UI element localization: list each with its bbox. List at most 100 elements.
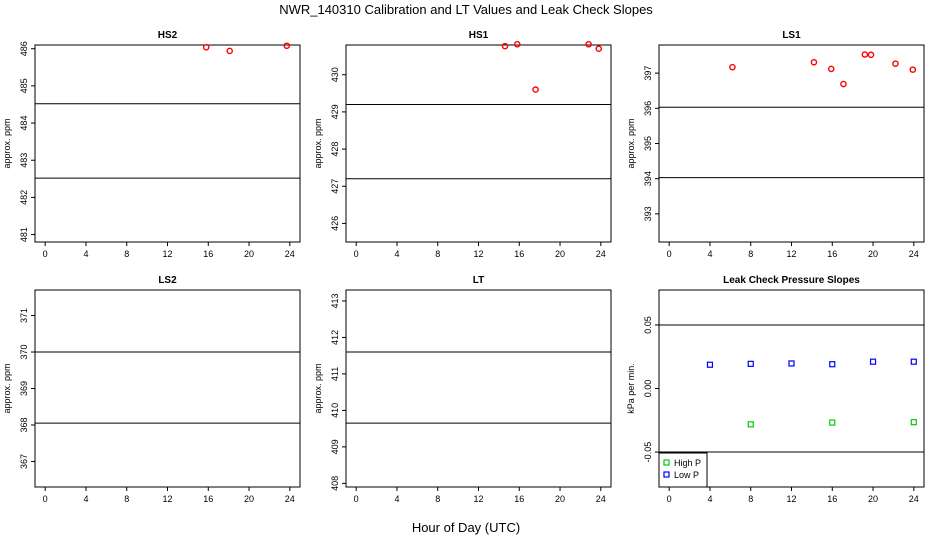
panel-hs2: HS2 0 4 8 12 16 20 24 481 482 483 484 485 486 approx. …	[2, 30, 301, 259]
data-point	[829, 419, 836, 426]
x-tick-label: 0	[667, 249, 672, 259]
y-tick-label: 413	[330, 293, 340, 308]
data-point	[827, 65, 835, 73]
y-tick-label: 481	[19, 227, 29, 242]
data-point	[595, 45, 603, 53]
y-tick-label: 368	[19, 417, 29, 432]
data-point	[513, 40, 521, 48]
x-tick-label: 16	[827, 494, 837, 504]
x-tick-label: 20	[555, 494, 565, 504]
y-tick-label: 393	[643, 206, 653, 221]
data-point	[585, 40, 592, 48]
data-point	[202, 43, 210, 51]
y-tick-label: 394	[643, 171, 653, 186]
x-tick-label: 0	[43, 249, 48, 259]
y-axis-label: approx. ppm	[2, 118, 12, 168]
y-tick-label: 427	[330, 179, 340, 194]
x-tick-label: 4	[707, 494, 712, 504]
x-tick-label: 8	[124, 494, 129, 504]
x-tick-label: 8	[748, 494, 753, 504]
x-tick-label: 8	[124, 249, 129, 259]
panel-title: LS1	[782, 30, 801, 41]
y-tick-label: 396	[643, 101, 653, 116]
panel-leak-check-pressure-slopes: Leak Check Pressure Slopes 0 4 8 12 16 20 24 -0.…	[626, 275, 925, 504]
y-tick-label: 0.05	[643, 316, 653, 334]
data-point	[867, 51, 875, 59]
x-tick-label: 24	[909, 249, 919, 259]
data-point	[226, 47, 233, 55]
data-point	[501, 42, 509, 50]
y-axis-label: approx. ppm	[313, 363, 323, 413]
y-axis-label: kPa per min.	[626, 363, 636, 414]
y-tick-label: -0.05	[643, 442, 653, 463]
data-point	[283, 42, 291, 50]
y-axis-label: approx. ppm	[313, 118, 323, 168]
x-tick-label: 0	[354, 249, 359, 259]
x-tick-label: 4	[394, 249, 399, 259]
legend-label: Low P	[674, 470, 699, 480]
panel-ls1: LS1 0 4 8 12 16 20 24 393 394 395 396 397 approx. ppm	[626, 30, 925, 259]
x-tick-label: 4	[394, 494, 399, 504]
legend-label: High P	[674, 458, 701, 468]
x-tick-label: 4	[83, 494, 88, 504]
panel-title: LS2	[158, 275, 177, 286]
legend-marker	[663, 459, 670, 466]
data-point	[910, 358, 917, 365]
x-tick-label: 24	[285, 249, 295, 259]
y-tick-label: 411	[330, 367, 340, 381]
x-tick-label: 16	[514, 249, 524, 259]
data-point	[729, 63, 736, 71]
y-tick-label: 370	[19, 345, 29, 360]
data-point	[532, 86, 539, 93]
data-point	[869, 358, 877, 365]
x-tick-label: 8	[435, 249, 440, 259]
plot-area-border	[345, 44, 612, 243]
figure-title: NWR_140310 Calibration and LT Values and…	[279, 2, 653, 17]
y-tick-label: 412	[330, 330, 340, 345]
y-tick-label: 483	[19, 153, 29, 168]
y-tick-label: 430	[330, 67, 340, 82]
legend-box	[658, 452, 708, 488]
x-tick-label: 16	[514, 494, 524, 504]
y-tick-label: 409	[330, 439, 340, 454]
x-tick-label: 12	[473, 494, 483, 504]
x-tick-label: 24	[596, 494, 606, 504]
y-axis-label: approx. ppm	[626, 118, 636, 168]
plot-area-border	[34, 289, 301, 488]
y-tick-label: 486	[19, 41, 29, 56]
x-tick-label: 12	[473, 249, 483, 259]
x-tick-label: 0	[43, 494, 48, 504]
y-tick-label: 410	[330, 403, 340, 418]
data-point	[706, 361, 714, 368]
panel-title: HS1	[469, 30, 489, 41]
y-tick-label: 485	[19, 78, 29, 93]
panel-title: LT	[473, 275, 484, 286]
y-tick-label: 397	[643, 66, 653, 81]
y-axis-label: approx. ppm	[2, 363, 12, 413]
y-tick-label: 371	[19, 308, 29, 323]
plot-area-border	[345, 289, 612, 488]
panel-hs1: HS1 0 4 8 12 16 20 24 426 427 428 429 430 approx. ppm	[313, 30, 612, 259]
x-tick-label: 4	[707, 249, 712, 259]
x-tick-label: 20	[244, 249, 254, 259]
data-point	[747, 360, 754, 367]
data-point	[840, 80, 847, 88]
x-tick-label: 20	[868, 494, 878, 504]
y-tick-label: 484	[19, 116, 29, 131]
panel-title: Leak Check Pressure Slopes	[723, 275, 860, 286]
x-tick-label: 4	[83, 249, 88, 259]
x-tick-label: 24	[596, 249, 606, 259]
y-tick-label: 482	[19, 190, 29, 205]
y-tick-label: 395	[643, 136, 653, 151]
y-tick-label: 369	[19, 381, 29, 396]
data-point	[788, 360, 795, 367]
x-tick-label: 20	[868, 249, 878, 259]
y-tick-label: 367	[19, 454, 29, 469]
data-point	[829, 361, 836, 368]
x-tick-label: 12	[162, 494, 172, 504]
y-tick-label: 429	[330, 104, 340, 119]
x-tick-label: 24	[909, 494, 919, 504]
data-point	[892, 60, 899, 67]
